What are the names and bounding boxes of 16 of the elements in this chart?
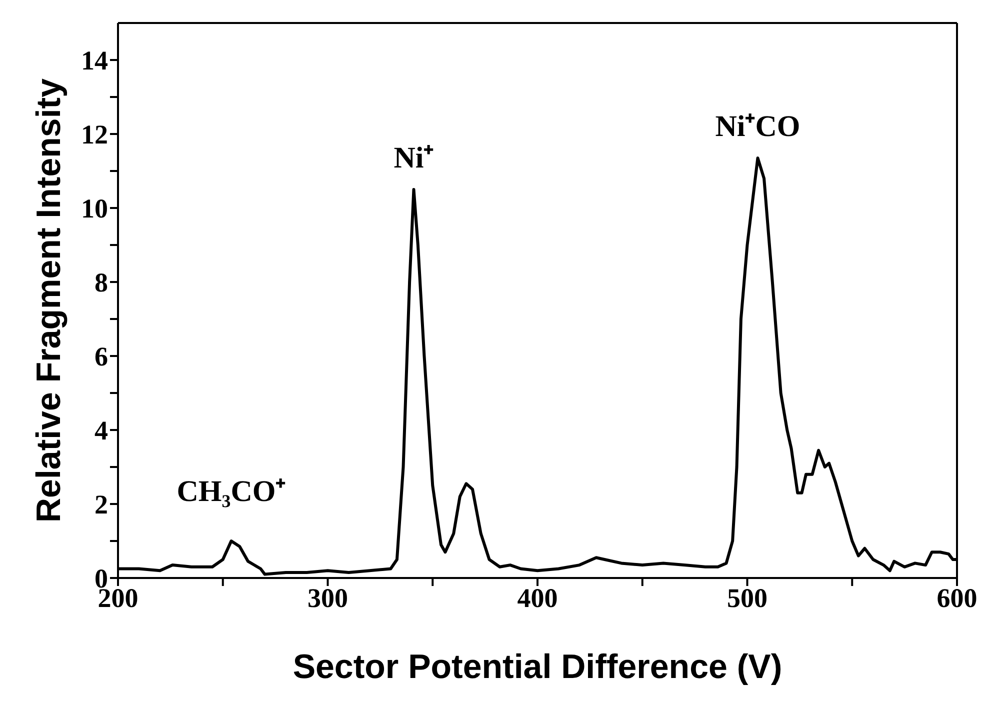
y-tick-label: 12 (81, 120, 108, 150)
y-axis-title: Relative Fragment Intensity (30, 78, 68, 523)
y-tick-label: 2 (94, 490, 108, 520)
x-tick-label: 300 (308, 583, 348, 614)
y-tick-label: 14 (81, 46, 108, 76)
annotation: Ni⁺ (394, 142, 434, 174)
y-tick-label: 10 (81, 194, 108, 224)
x-tick-label: 600 (936, 583, 978, 614)
annotation: Ni⁺CO (715, 110, 800, 144)
x-axis-title: Sector Potential Difference (V) (292, 648, 782, 686)
y-tick-label: 4 (94, 416, 108, 446)
y-tick-label: 6 (94, 342, 108, 372)
y-tick-label: 8 (94, 268, 108, 298)
x-tick-label: 400 (517, 583, 558, 614)
annotation: CH₃CO⁺ (176, 475, 286, 508)
x-tick-label: 500 (727, 583, 768, 614)
